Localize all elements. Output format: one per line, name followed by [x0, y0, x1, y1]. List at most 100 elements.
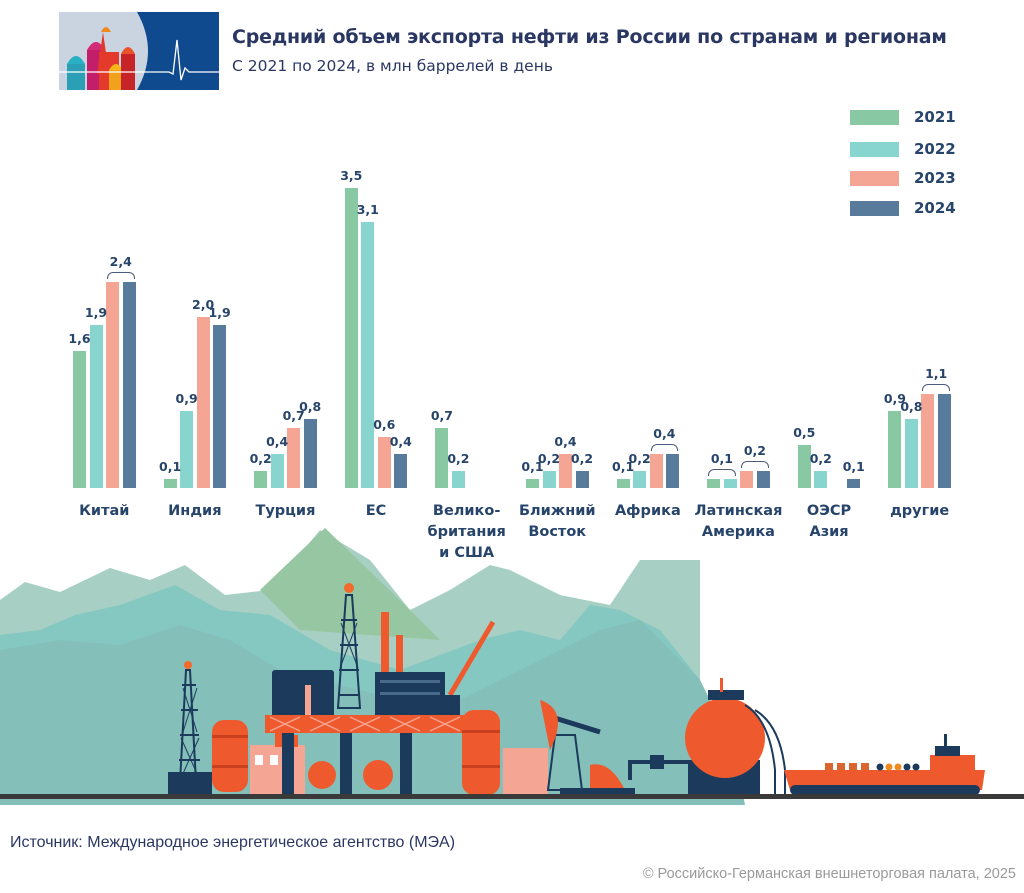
bar-2024 — [666, 453, 680, 488]
bar-2022 — [633, 470, 647, 488]
chart-title: Средний объем экспорта нефти из России п… — [232, 26, 947, 48]
value-label: 0,8 — [900, 399, 923, 415]
category-label-line: Велико- — [432, 503, 501, 519]
legend-item-2023: 2023 — [850, 169, 1000, 189]
legend-swatch-2023 — [850, 171, 899, 186]
oil-derrick-icon — [168, 661, 212, 794]
category-label-line: Африка — [614, 503, 681, 519]
value-label: 0,1 — [842, 459, 865, 475]
value-label: 0,5 — [793, 425, 816, 441]
copyright-note: © Российско-Германская внешнеторговая па… — [642, 866, 1016, 882]
bar-2022 — [542, 470, 556, 488]
value-label: 0,7 — [282, 408, 305, 423]
legend-item-2021: 2021 — [850, 108, 1000, 128]
bar-2024 — [122, 282, 136, 488]
category-label: Китай — [49, 501, 159, 522]
bar-2021 — [616, 479, 630, 488]
bar-2021 — [344, 188, 358, 488]
spherical-tank-icon — [685, 678, 786, 795]
bar-2021 — [707, 479, 721, 488]
bar-2023 — [377, 436, 391, 488]
logo — [59, 12, 219, 90]
category-label-line: и США — [439, 545, 495, 561]
legend-item-2024: 2024 — [850, 199, 1000, 219]
bar-2022 — [814, 470, 828, 488]
value-label: 0,9 — [175, 390, 198, 406]
storage-tank-icon — [212, 720, 248, 792]
source-note: Источник: Международное энергетическое а… — [10, 834, 456, 851]
bar-2024 — [575, 470, 589, 488]
kremlin-cathedral-heartbeat-logo-icon — [59, 12, 219, 90]
category-label: Ближний Восток — [502, 501, 612, 543]
value-label: 0,2 — [809, 450, 832, 466]
bar-2023 — [740, 470, 754, 488]
value-label: 0,2 — [249, 450, 272, 466]
bar-2021 — [888, 410, 902, 488]
bracket — [107, 272, 135, 280]
value-label: 1,9 — [208, 305, 231, 321]
category-label-line: Латинская — [694, 503, 783, 519]
value-label: 0,1 — [710, 451, 734, 467]
bar-2024 — [937, 393, 951, 488]
value-label: 0,2 — [628, 450, 651, 466]
value-label: 1,9 — [84, 305, 108, 321]
category-label-line: ЕС — [365, 503, 387, 519]
value-label: 0,2 — [447, 450, 470, 466]
value-label: 0,4 — [389, 433, 412, 449]
value-label: 0,2 — [743, 442, 767, 458]
bar-2021 — [73, 350, 86, 488]
category-label-line: Восток — [528, 524, 587, 540]
bar-2024 — [213, 325, 227, 488]
bar-2023 — [649, 453, 663, 488]
value-label: 0,8 — [299, 399, 322, 415]
bar-chart: 1,6 1,9 2,4 Китай 0,1 0,9 2,0 1,9 Индия 0,2 0,4 0,7… — [49, 168, 975, 561]
chart-subtitle: С 2021 по 2024, в млн баррелей в день — [232, 57, 553, 75]
value-label: 0,9 — [883, 390, 906, 406]
oil-platform-icon — [265, 583, 496, 795]
bracket — [922, 383, 950, 391]
bar-2024 — [847, 479, 861, 488]
legend-label: 2022 — [914, 140, 956, 158]
storage-tank-icon — [462, 710, 548, 795]
category-label-line: Азия — [809, 524, 849, 540]
legend-swatch-2024 — [850, 201, 899, 216]
category-label-line: Китай — [79, 503, 130, 519]
bracket — [650, 443, 679, 451]
value-label: 0,1 — [521, 459, 544, 475]
bar-2021 — [797, 445, 811, 488]
value-label: 0,2 — [570, 450, 594, 466]
category-label: Турция — [230, 501, 340, 522]
oil-industry-illustration — [0, 520, 1024, 805]
category-label: Индия — [140, 501, 250, 522]
value-label: 0,7 — [430, 408, 453, 423]
category-label: Латинская Америка — [683, 501, 793, 543]
category-label: другие — [865, 501, 975, 522]
category-label-line: Америка — [701, 524, 775, 540]
bar-2021 — [526, 479, 539, 488]
bar-2021 — [254, 470, 268, 488]
bar-2022 — [270, 453, 284, 488]
value-label: 0,4 — [554, 433, 577, 449]
bar-2022 — [904, 419, 918, 488]
category-label: ЕС — [321, 501, 431, 522]
bar-2022 — [89, 325, 103, 488]
legend-swatch-2022 — [850, 142, 899, 157]
value-label: 0,2 — [537, 450, 561, 466]
bar-2024 — [303, 419, 317, 488]
bar-2022 — [451, 470, 465, 488]
category-label-line: британия — [427, 524, 506, 540]
value-label: 1,1 — [925, 365, 948, 381]
bar-2022 — [723, 479, 737, 488]
legend-label: 2023 — [914, 169, 956, 187]
pumpjack-icon — [540, 700, 635, 796]
value-label: 1,6 — [68, 330, 91, 346]
bar-2022 — [361, 222, 375, 488]
bar-2023 — [559, 453, 572, 488]
value-label: 3,1 — [356, 202, 379, 218]
bar-2024 — [756, 470, 770, 488]
legend-label: 2021 — [914, 108, 956, 126]
category-label-line: Ближний — [518, 503, 596, 519]
legend-label: 2024 — [914, 199, 956, 217]
value-label: 0,1 — [159, 459, 182, 475]
bracket — [741, 460, 769, 468]
